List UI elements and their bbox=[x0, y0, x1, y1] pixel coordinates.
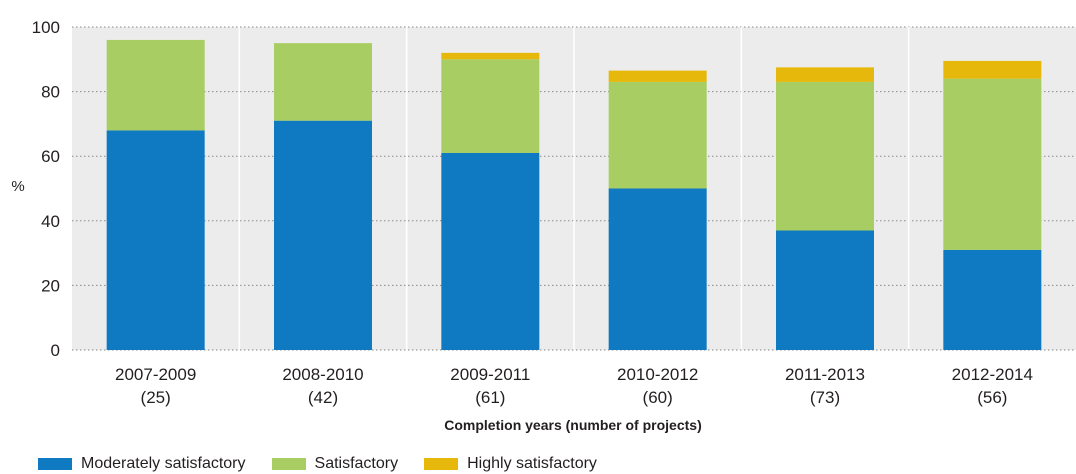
stacked-bar-chart: 0 20 40 60 80 100 % 2007-2009 (25) 2008-2010 (42… bbox=[11, 18, 1076, 433]
legend-label: Moderately satisfactory bbox=[81, 455, 246, 472]
bar-segment bbox=[274, 120, 372, 350]
x-tick-label: 2011-2013 bbox=[785, 365, 865, 384]
bar-segment bbox=[274, 43, 372, 121]
y-tick-label: 80 bbox=[41, 83, 60, 102]
x-tick-count-label: (42) bbox=[308, 388, 338, 407]
x-axis-title: Completion years (number of projects) bbox=[444, 417, 701, 433]
bar-segment bbox=[608, 81, 707, 189]
bar-segment bbox=[776, 81, 874, 231]
bar-segment bbox=[776, 230, 874, 350]
legend-item: Moderately satisfactory bbox=[38, 455, 246, 473]
bar-segment bbox=[608, 70, 707, 82]
legend-swatch bbox=[424, 458, 459, 470]
bar-segment bbox=[441, 59, 540, 153]
bars bbox=[106, 39, 1042, 350]
legend-label: Highly satisfactory bbox=[467, 455, 597, 472]
x-tick-label: 2008-2010 bbox=[282, 365, 363, 384]
legend-label: Satisfactory bbox=[314, 455, 399, 472]
legend-swatch bbox=[38, 458, 72, 470]
bar-segment bbox=[106, 130, 205, 350]
x-tick-count-label: (25) bbox=[141, 388, 171, 407]
bar-segment bbox=[441, 52, 540, 60]
x-tick-count-label: (60) bbox=[643, 388, 673, 407]
bar-segment bbox=[943, 60, 1042, 79]
gridlines bbox=[72, 26, 1076, 351]
x-tick-label: 2009-2011 bbox=[450, 365, 530, 384]
bar-segment bbox=[943, 249, 1042, 350]
bar-segment bbox=[608, 188, 707, 350]
x-tick-label: 2007-2009 bbox=[115, 365, 196, 384]
y-axis-label: % bbox=[11, 178, 24, 195]
y-axis-ticks: 0 20 40 60 80 100 bbox=[32, 18, 60, 360]
bar-segment bbox=[776, 67, 874, 82]
x-tick-count-label: (61) bbox=[475, 388, 505, 407]
y-tick-label: 60 bbox=[41, 147, 60, 166]
legend-item: Highly satisfactory bbox=[424, 455, 597, 473]
x-tick-count-label: (73) bbox=[810, 388, 840, 407]
bar-segment bbox=[441, 152, 540, 350]
x-tick-label: 2010-2012 bbox=[617, 365, 698, 384]
legend-swatch bbox=[271, 458, 306, 470]
x-tick-label: 2012-2014 bbox=[952, 365, 1033, 384]
y-tick-label: 20 bbox=[41, 276, 60, 295]
bar-segment bbox=[106, 39, 205, 131]
y-tick-label: 0 bbox=[51, 341, 60, 360]
y-tick-label: 100 bbox=[32, 18, 60, 37]
x-axis-ticks: 2007-2009 (25) 2008-2010 (42) 2009-2011 (61) 2… bbox=[115, 365, 1033, 407]
y-tick-label: 40 bbox=[41, 212, 60, 231]
legend: Moderately satisfactory Satisfactory Highl… bbox=[38, 454, 623, 474]
x-tick-count-label: (56) bbox=[977, 388, 1007, 407]
bar-segment bbox=[943, 78, 1042, 250]
legend-item: Satisfactory bbox=[271, 455, 399, 473]
